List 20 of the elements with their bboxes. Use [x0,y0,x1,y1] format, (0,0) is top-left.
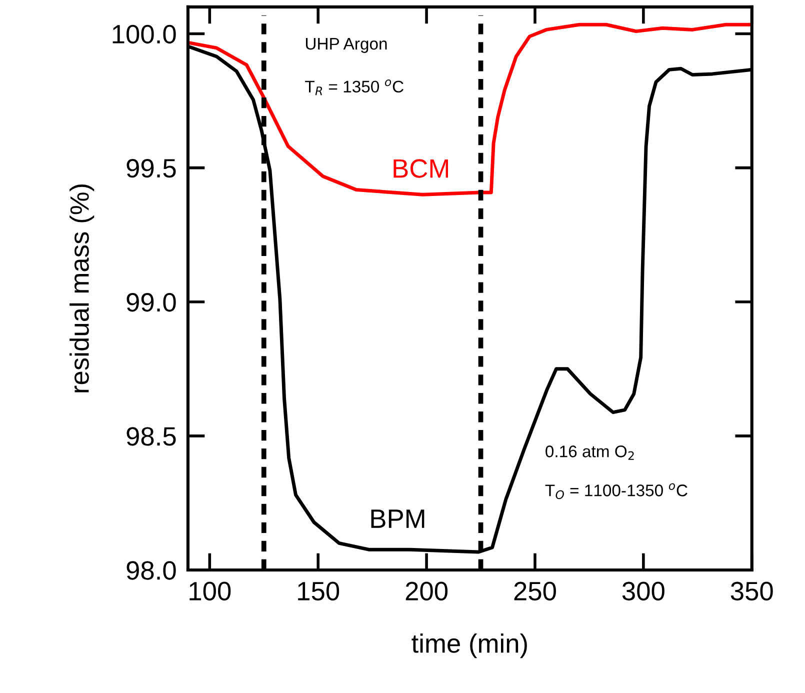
annotation: UHP Argon [306,38,387,53]
series-label: BPM [371,510,424,528]
line-series [188,22,752,196]
annotation: 0.16 atm O$_{2}$ [546,446,634,460]
y-tick-label: 98.5 [126,427,176,446]
x-axis-title: time (min) [412,633,527,658]
y-tick-label: 99.5 [126,158,176,178]
x-tick-label: 300 [622,582,664,600]
annotation: T$_{R}$ = 1350 $^{o}$C [305,79,404,96]
y-axis-title: residual mass (%) [70,184,94,392]
annotation: T$_{O}$ = 1100-1350 $^{o}$C [545,483,688,500]
x-tick-label: 100 [190,582,231,600]
x-tick-label: 350 [730,582,773,600]
series-label: BCM [394,159,448,178]
y-tick-label: 98.0 [126,561,176,580]
x-tick-label: 200 [406,582,448,600]
y-tick-label: 99.0 [126,293,176,312]
y-tick-label: 100.0 [112,24,176,44]
x-tick-label: 150 [298,582,340,600]
x-tick-label: 250 [514,582,556,600]
